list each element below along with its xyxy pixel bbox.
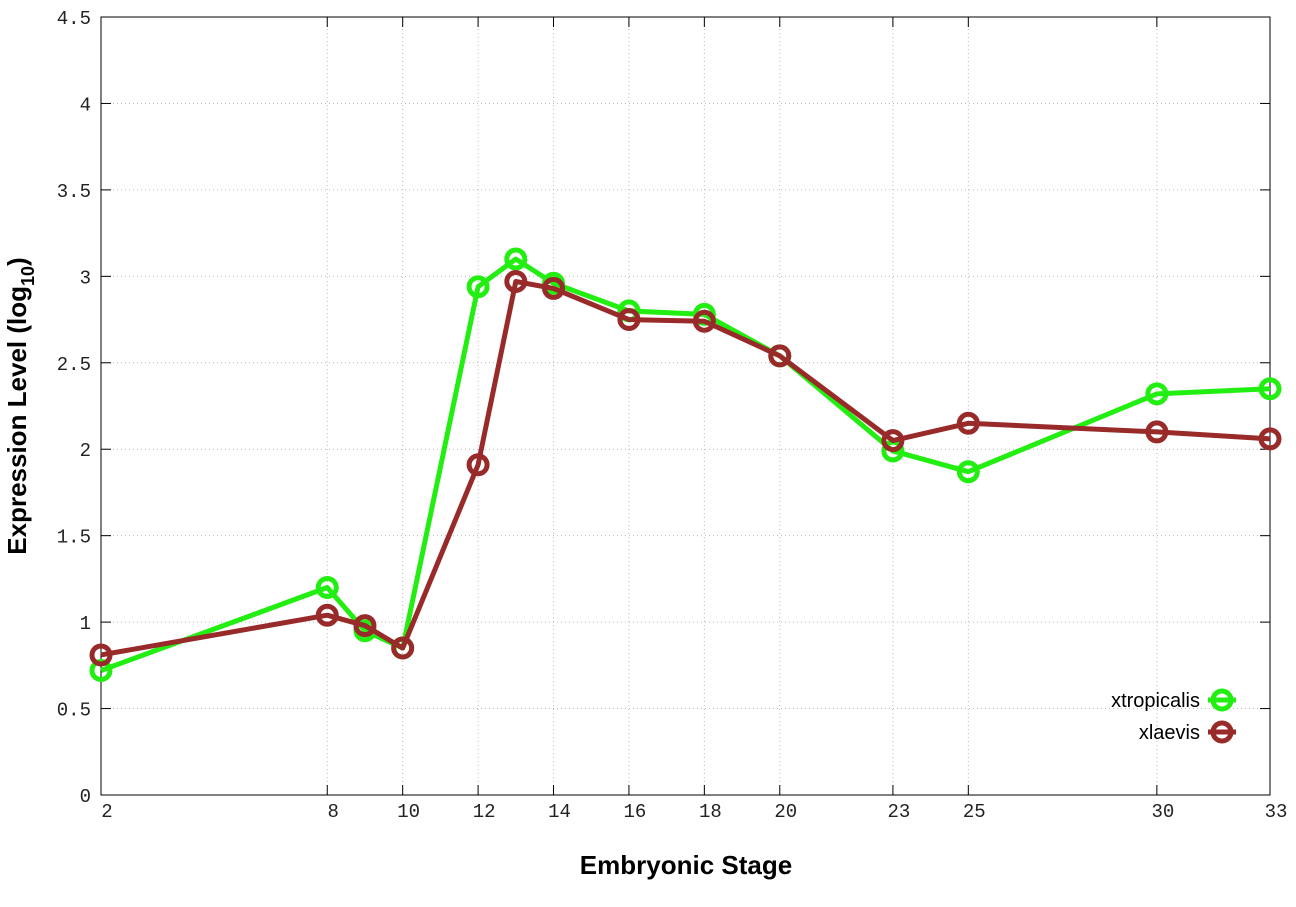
x-tick-label: 10 <box>397 801 420 823</box>
x-tick-label: 14 <box>548 801 571 823</box>
y-tick-label: 0 <box>80 786 91 808</box>
y-tick-label: 0.5 <box>57 700 91 722</box>
x-tick-label: 30 <box>1151 801 1174 823</box>
data-point <box>956 460 980 484</box>
data-point <box>315 576 339 600</box>
data-point <box>89 643 113 667</box>
y-tick-label: 1 <box>80 613 91 635</box>
y-axis-label: Expression Level (log10) <box>2 257 38 554</box>
data-point <box>315 603 339 627</box>
legend-label: xlaevis <box>1139 722 1200 744</box>
y-tick-label: 3 <box>80 267 91 289</box>
data-point <box>542 276 566 300</box>
y-tick-label: 3.5 <box>57 181 91 203</box>
data-point <box>1258 427 1282 451</box>
data-point <box>504 247 528 271</box>
data-point <box>1145 382 1169 406</box>
x-tick-label: 8 <box>328 801 339 823</box>
y-axis-label-sub: 10 <box>18 266 38 286</box>
data-point <box>466 275 490 299</box>
data-point <box>1145 420 1169 444</box>
data-point <box>353 614 377 638</box>
x-axis-label: Embryonic Stage <box>580 850 792 880</box>
data-point <box>391 636 415 660</box>
y-tick-label: 4.5 <box>57 8 91 30</box>
legend-marker <box>1210 688 1234 712</box>
legend-label: xtropicalis <box>1111 690 1200 712</box>
x-tick-label: 20 <box>774 801 797 823</box>
x-tick-label: 12 <box>473 801 496 823</box>
y-tick-label: 2.5 <box>57 354 91 376</box>
x-tick-label: 16 <box>624 801 647 823</box>
data-point <box>504 270 528 294</box>
x-tick-label: 33 <box>1265 801 1288 823</box>
legend-marker <box>1210 720 1234 744</box>
data-point <box>692 309 716 333</box>
y-axis-label-main: Expression Level (log <box>2 286 32 555</box>
data-point <box>768 344 792 368</box>
y-tick-label: 4 <box>80 94 91 116</box>
x-tick-label: 23 <box>887 801 910 823</box>
y-tick-label: 1.5 <box>57 527 91 549</box>
data-point <box>617 308 641 332</box>
x-tick-label: 18 <box>699 801 722 823</box>
y-axis-label-tail: ) <box>2 257 32 266</box>
data-point <box>1258 377 1282 401</box>
series-line <box>100 279 1271 658</box>
plot-frame <box>100 16 1271 796</box>
data-point <box>881 429 905 453</box>
x-tick-label: 2 <box>101 801 112 823</box>
data-point <box>956 411 980 435</box>
x-tick-label: 25 <box>963 801 986 823</box>
data-point <box>466 453 490 477</box>
y-tick-label: 2 <box>80 440 91 462</box>
